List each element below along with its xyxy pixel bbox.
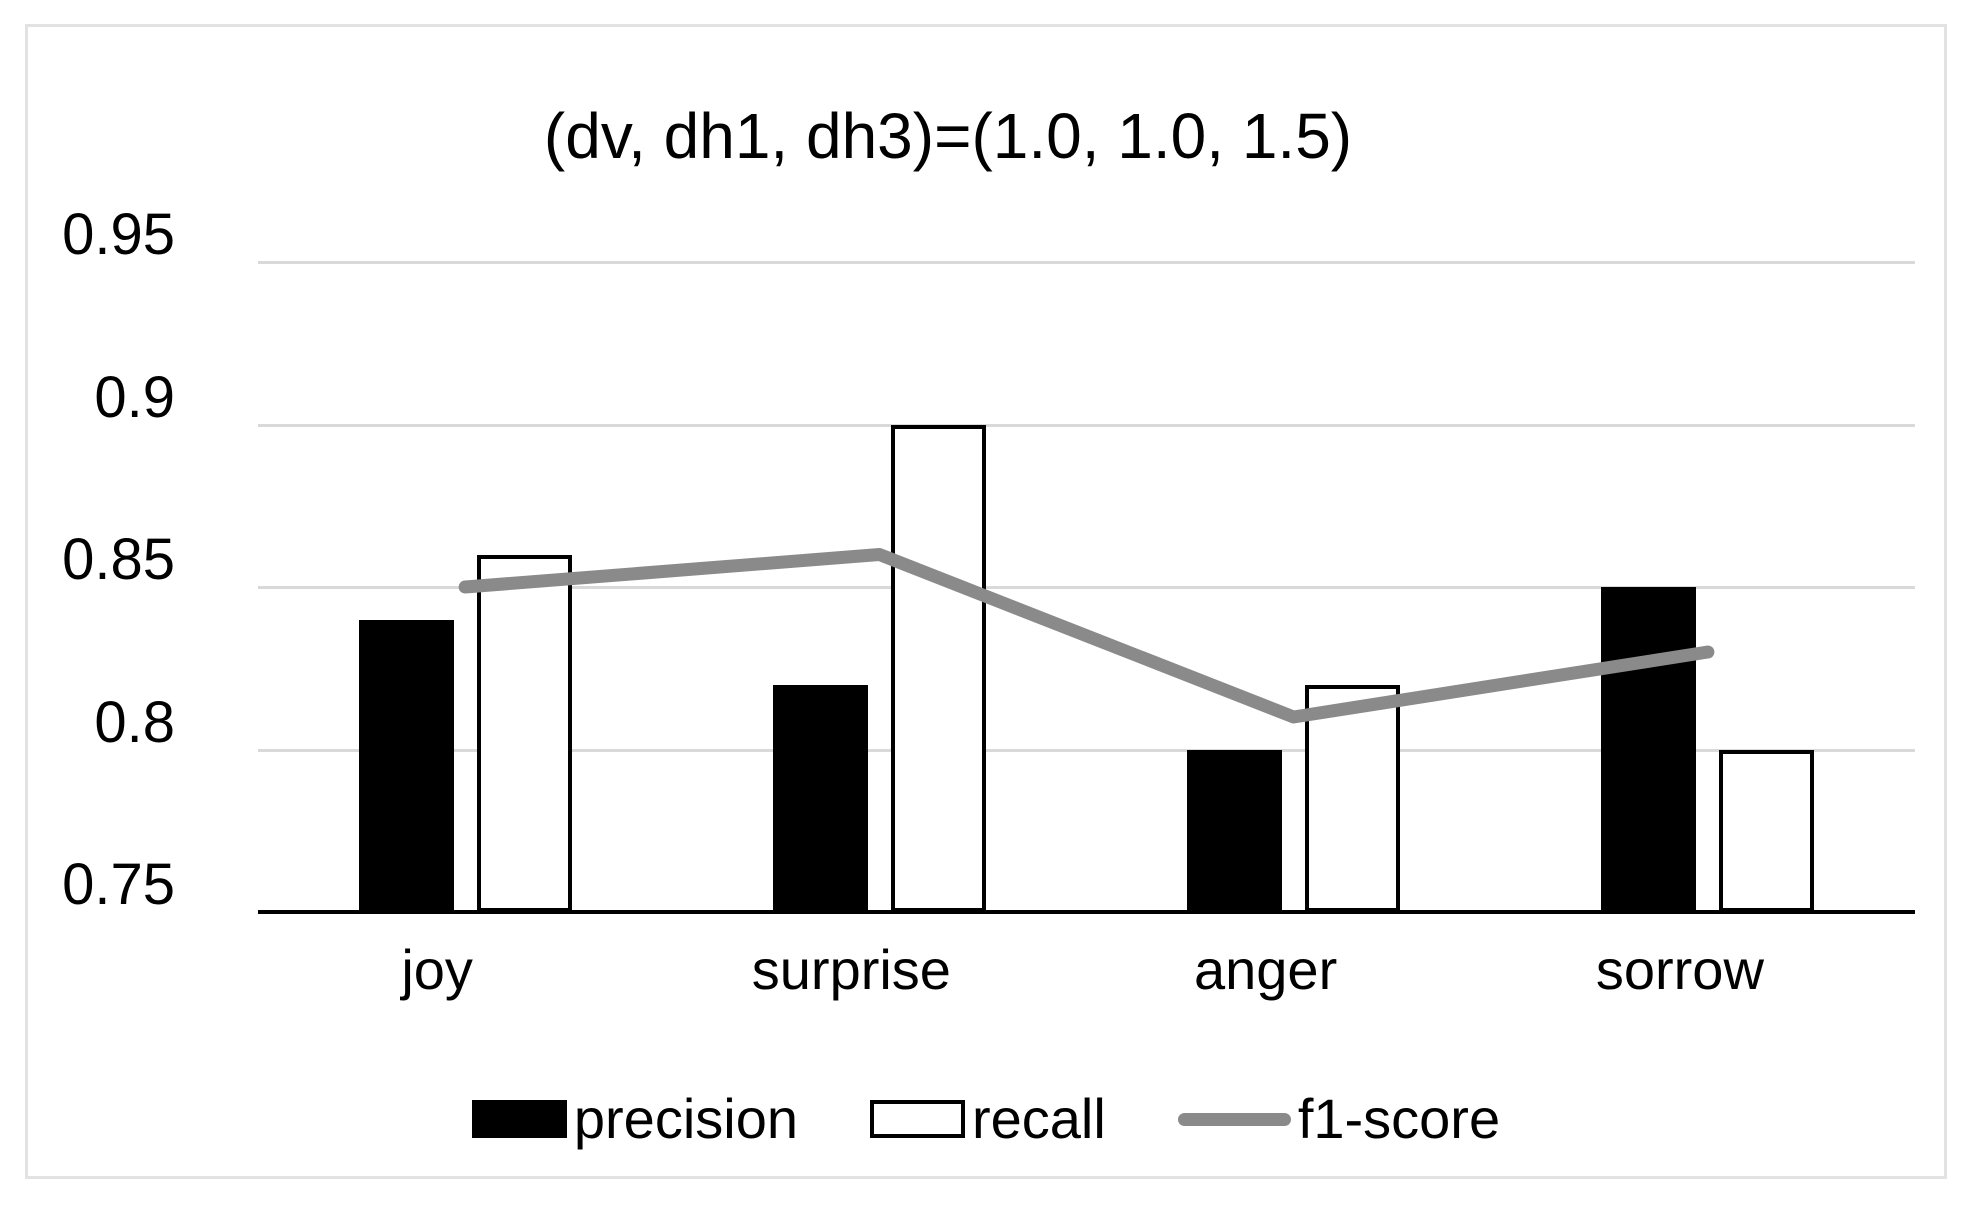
recall-bar-surprise: [890, 424, 986, 912]
f1-score-line: [458, 548, 1715, 724]
legend-item-precision: precision: [471, 1081, 798, 1157]
precision-bar-anger: [1187, 749, 1283, 912]
plot-area: [258, 261, 1915, 914]
y-tick-label-0.85: 0.85: [62, 527, 175, 592]
precision-swatch: [471, 1100, 567, 1138]
x-axis-line: [258, 910, 1915, 914]
y-tick-label-0.9: 0.9: [94, 364, 175, 430]
category-label-joy: joy: [401, 938, 473, 1001]
category-label-anger: anger: [1194, 938, 1338, 1001]
recall-swatch: [869, 1100, 965, 1138]
chart-title: (dv, dh1, dh3)=(1.0, 1.0, 1.5): [543, 100, 1353, 172]
y-tick-label-0.75: 0.75: [62, 852, 175, 917]
gridline-0.9: [258, 423, 1915, 427]
legend-label-recall: recall: [971, 1087, 1106, 1150]
y-tick-label-0.95: 0.95: [62, 202, 175, 267]
precision-bar-sorrow: [1601, 587, 1697, 912]
y-tick-label-0.8: 0.8: [94, 689, 175, 755]
legend-label-f1-score: f1-score: [1297, 1087, 1501, 1150]
chart-frame: (dv, dh1, dh3)=(1.0, 1.0, 1.5) precision…: [25, 24, 1947, 1179]
legend-item-f1-score: f1-score: [1177, 1081, 1501, 1157]
precision-bar-joy: [358, 619, 454, 912]
legend: precision recall f1-score: [28, 1081, 1944, 1157]
recall-bar-joy: [476, 554, 572, 912]
category-label-sorrow: sorrow: [1595, 938, 1764, 1001]
precision-bar-surprise: [772, 684, 868, 912]
legend-item-recall: recall: [869, 1081, 1106, 1157]
gridline-0.85: [258, 586, 1915, 589]
gridline-0.8: [258, 748, 1915, 752]
f1-score-swatch: [1177, 1112, 1291, 1126]
gridline-0.95: [258, 261, 1915, 264]
category-label-surprise: surprise: [751, 938, 951, 1001]
legend-label-precision: precision: [573, 1087, 798, 1150]
f1-score-line-layer: [458, 548, 1715, 724]
